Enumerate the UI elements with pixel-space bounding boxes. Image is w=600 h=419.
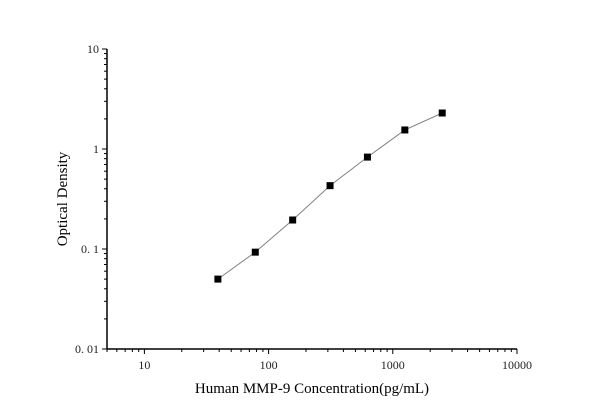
x-tick-label: 10 [138,358,150,372]
series-line [217,112,443,280]
x-axis-label: Human MMP-9 Concentration(pg/mL) [195,381,429,397]
data-point [438,109,446,117]
x-tick-label: 10000 [502,358,532,372]
data-point [401,126,409,134]
y-tick-label: 0. 01 [75,342,99,356]
data-point [214,275,222,283]
data-point [326,182,334,190]
x-tick-label: 100 [260,358,278,372]
x-tick-label: 1000 [381,358,405,372]
axes [102,48,518,354]
y-tick-label: 0. 1 [81,242,99,256]
y-tick-labels: 0. 01 0. 1 1 10 [75,42,99,356]
series [214,109,446,283]
data-point [251,248,259,256]
y-tick-label: 1 [93,142,99,156]
x-tick-labels: 10 100 1000 10000 [138,358,532,372]
data-point [363,153,371,161]
data-point [289,216,297,224]
y-tick-label: 10 [87,42,99,56]
y-axis-label: Optical Density [55,151,71,246]
